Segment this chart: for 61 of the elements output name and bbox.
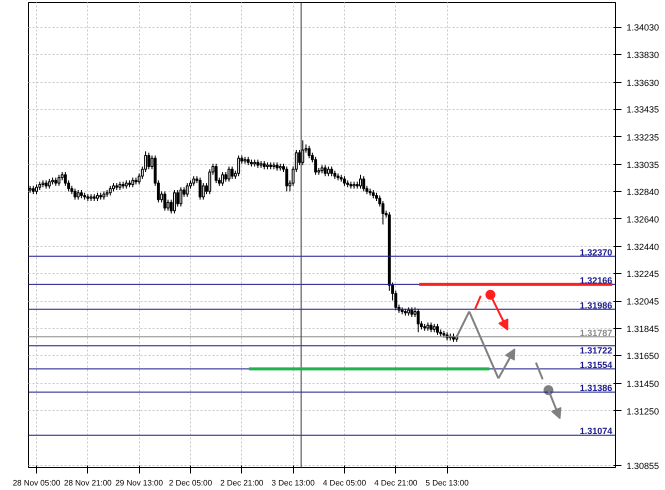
x-tick-label: 2 Dec 21:00 bbox=[220, 478, 264, 488]
y-tick-label: 1.31650 bbox=[626, 351, 660, 362]
ref-line-label: 1.31986 bbox=[580, 300, 612, 310]
candlestick bbox=[58, 174, 60, 186]
candlestick bbox=[228, 166, 230, 182]
candlestick bbox=[221, 172, 224, 186]
y-tick-label: 1.31450 bbox=[626, 378, 660, 389]
candlestick bbox=[74, 188, 76, 200]
x-tick-label: 28 Nov 05:00 bbox=[12, 478, 61, 488]
x-tick-label: 2 Dec 05:00 bbox=[168, 478, 213, 488]
ref-line-label: 1.31554 bbox=[580, 360, 612, 370]
y-tick-label: 1.32045 bbox=[626, 296, 660, 307]
y-tick-label: 1.33830 bbox=[626, 50, 660, 60]
candlestick bbox=[430, 322, 433, 333]
candlestick bbox=[342, 176, 346, 186]
ref-line-label: 1.31722 bbox=[580, 346, 612, 356]
x-tick-label: 28 Nov 21:00 bbox=[64, 478, 112, 488]
ref-line-label: 1.31074 bbox=[580, 426, 612, 436]
candlestick bbox=[230, 166, 234, 180]
candlestick bbox=[359, 174, 362, 190]
candlestick bbox=[324, 164, 327, 177]
candlestick bbox=[214, 163, 218, 184]
y-tick-label: 1.32440 bbox=[626, 242, 660, 252]
candlestick bbox=[176, 189, 180, 208]
y-tick-label: 1.31250 bbox=[626, 406, 660, 416]
candlestick bbox=[179, 186, 182, 208]
y-tick-label: 1.31845 bbox=[626, 324, 660, 334]
y-tick-label: 1.32840 bbox=[626, 186, 660, 197]
candlestick bbox=[436, 323, 439, 336]
ref-line-label: 1.32166 bbox=[580, 275, 612, 286]
candlestick bbox=[362, 176, 366, 192]
y-tick-label: 1.32245 bbox=[626, 269, 660, 280]
y-tick-label: 1.30855 bbox=[626, 460, 660, 471]
y-tick-label: 1.33235 bbox=[626, 132, 660, 142]
y-tick-label: 1.34030 bbox=[626, 22, 660, 33]
candlestick bbox=[48, 178, 51, 190]
candlestick bbox=[330, 166, 334, 177]
candlestick bbox=[410, 306, 414, 318]
candlestick bbox=[308, 145, 311, 159]
ref-line-label: 1.31386 bbox=[580, 383, 612, 394]
x-tick-label: 4 Dec 21:00 bbox=[374, 478, 418, 488]
candlestick bbox=[108, 185, 112, 196]
candlestick bbox=[237, 154, 240, 177]
candlestick bbox=[326, 166, 330, 177]
candlestick bbox=[163, 190, 166, 212]
y-tick-label: 1.33035 bbox=[626, 160, 660, 170]
x-tick-label: 3 Dec 13:00 bbox=[272, 478, 316, 488]
candlestick bbox=[314, 156, 318, 176]
ref-line-label: 1.32370 bbox=[580, 247, 612, 258]
x-tick-label: 4 Dec 05:00 bbox=[322, 478, 367, 488]
candlestick bbox=[192, 176, 196, 186]
candlestick bbox=[172, 189, 176, 214]
candlestick bbox=[198, 177, 202, 200]
ref-line-label: 1.31787 bbox=[580, 328, 612, 338]
candlestick bbox=[202, 182, 205, 200]
x-tick-label: 5 Dec 13:00 bbox=[426, 478, 470, 488]
y-tick-label: 1.32640 bbox=[626, 214, 660, 224]
x-tick-label: 29 Nov 13:00 bbox=[115, 478, 164, 488]
y-tick-label: 1.33435 bbox=[626, 104, 660, 115]
y-tick-label: 1.33630 bbox=[626, 78, 660, 88]
candlestick bbox=[35, 184, 38, 195]
